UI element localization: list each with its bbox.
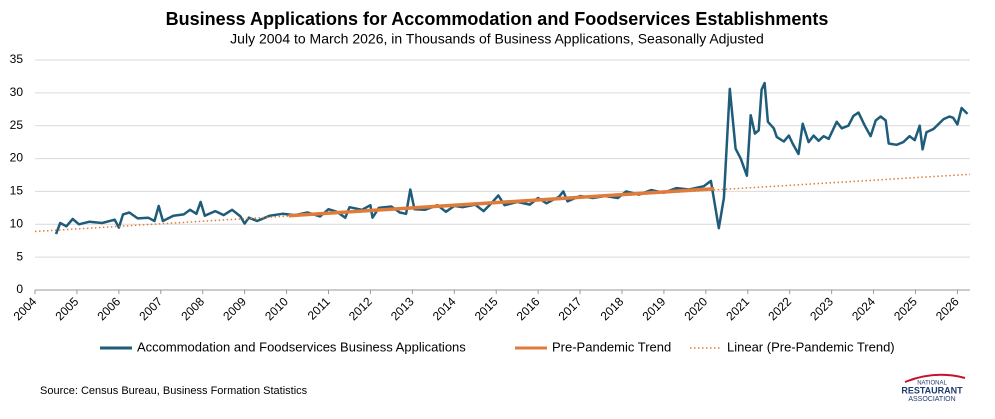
x-tick-label: 2012 [346,294,375,323]
source-note: Source: Census Bureau, Business Formatio… [40,385,308,397]
y-tick-label: 15 [10,184,24,198]
y-tick-label: 5 [16,249,23,263]
series-line [288,187,715,218]
y-tick-label: 20 [10,151,24,165]
x-tick-label: 2010 [262,294,291,323]
x-tick-label: 2008 [178,294,207,323]
x-tick-label: 2024 [849,294,878,323]
logo-text: NATIONAL [917,381,947,387]
x-tick-label: 2014 [430,294,459,323]
chart-subtitle: July 2004 to March 2026, in Thousands of… [230,31,764,47]
legend-label: Pre-Pandemic Trend [552,339,671,354]
x-tick-label: 2020 [681,294,710,323]
x-tick-label: 2005 [53,294,82,323]
series-line [54,81,969,235]
logo: NATIONAL RESTAURANT ASSOCIATION [901,373,966,403]
y-tick-label: 0 [16,282,23,296]
x-tick-label: 2022 [765,294,794,323]
x-tick-label: 2016 [514,294,543,323]
x-tick-label: 2011 [305,294,333,322]
chart-title: Business Applications for Accommodation … [166,9,829,29]
x-tick-label: 2025 [891,294,920,323]
y-tick-label: 10 [10,216,24,230]
legend-label: Linear (Pre-Pandemic Trend) [727,339,895,354]
logo-text: ASSOCIATION [908,396,955,403]
logo-text: RESTAURANT [901,385,963,395]
y-tick-label: 25 [10,118,24,132]
series-line [34,173,971,233]
x-tick-label: 2015 [472,294,501,323]
x-tick-label: 2023 [807,294,836,323]
x-tick-label: 2018 [598,294,627,323]
x-tick-label: 2013 [388,294,417,323]
x-tick-label: 2009 [220,294,249,323]
logo-swoosh [904,373,966,383]
x-tick-label: 2019 [640,294,669,323]
x-tick-label: 2021 [723,294,752,323]
x-tick-label: 2017 [556,294,585,323]
x-tick-label: 2026 [933,294,962,323]
legend-label: Accommodation and Foodservices Business … [137,339,466,354]
x-tick-label: 2007 [136,294,165,323]
x-tick-label: 2004 [11,294,40,323]
y-tick-label: 35 [10,52,24,66]
x-tick-label: 2006 [94,294,123,323]
y-tick-label: 30 [10,85,24,99]
